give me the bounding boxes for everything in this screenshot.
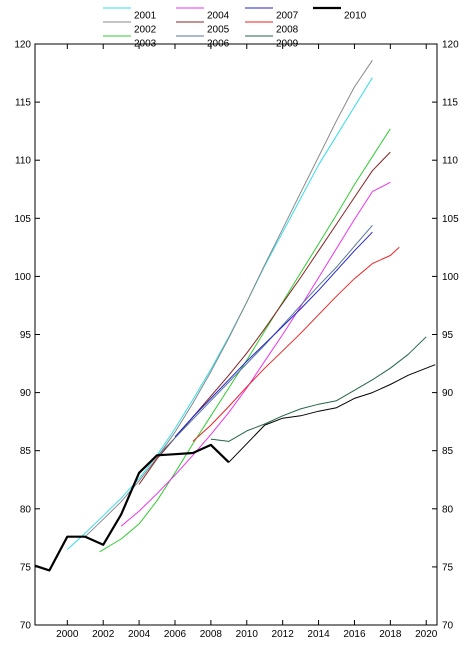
y-tick-label-left: 75 <box>20 562 32 573</box>
x-tick-label: 2004 <box>128 629 151 640</box>
x-tick-label: 2018 <box>379 629 402 640</box>
legend-entry-2006: 2006 <box>176 35 230 50</box>
series-line-2001 <box>66 77 373 550</box>
legend-entry-2003: 2003 <box>103 35 157 50</box>
series-line-extra-0 <box>228 364 436 463</box>
legend-entry-2004: 2004 <box>176 7 230 22</box>
y-tick-label-left: 115 <box>15 98 31 109</box>
x-tick-label: 2010 <box>236 629 259 640</box>
y-tick-label-left: 80 <box>20 504 32 515</box>
series-line-2006 <box>156 224 373 457</box>
legend-label: 2001 <box>134 11 157 22</box>
y-tick-label-right: 105 <box>442 214 459 225</box>
legend-label: 2007 <box>276 11 299 22</box>
y-tick-label-right: 120 <box>442 40 459 51</box>
series-line-2003 <box>99 128 391 553</box>
series-line-2004 <box>120 181 391 527</box>
series-line-2010 <box>34 443 230 572</box>
legend-entry-2008: 2008 <box>245 21 299 36</box>
x-tick-label: 2000 <box>56 629 79 640</box>
y-tick-label-left: 85 <box>20 446 32 457</box>
series-line-2008 <box>192 246 400 442</box>
legend-entry-2007: 2007 <box>245 7 299 22</box>
x-tick-label: 2016 <box>343 629 366 640</box>
y-tick-label-right: 75 <box>442 562 454 573</box>
plot-frame <box>34 43 438 626</box>
y-tick-label-right: 85 <box>442 446 454 457</box>
legend-entry-2009: 2009 <box>245 35 299 50</box>
series-line-2002 <box>84 60 373 538</box>
y-tick-label-right: 115 <box>442 98 458 109</box>
legend-entry-2001: 2001 <box>103 7 157 22</box>
legend-label: 2010 <box>344 11 367 22</box>
legend-label: 2002 <box>134 25 157 36</box>
series-layer <box>34 60 436 572</box>
series-line-2009 <box>210 336 427 442</box>
legend-entry-2005: 2005 <box>176 21 230 36</box>
y-tick-label-left: 120 <box>14 40 31 51</box>
legend-entry-2010: 2010 <box>313 6 367 22</box>
y-tick-label-left: 95 <box>20 330 32 341</box>
y-tick-label-left: 110 <box>15 156 31 167</box>
y-tick-label-left: 70 <box>20 621 32 632</box>
series-line-2007 <box>174 231 373 438</box>
y-tick-label-right: 90 <box>442 388 454 399</box>
legend-entry-2002: 2002 <box>103 21 157 36</box>
y-tick-label-right: 70 <box>442 621 454 632</box>
y-tick-label-right: 80 <box>442 504 454 515</box>
legend-label: 2005 <box>207 25 230 36</box>
y-tick-label-right: 95 <box>442 330 454 341</box>
x-tick-label: 2002 <box>92 629 115 640</box>
axes-layer: 2000 2002 2004 2006 2008 2010 2012 2014 2016 2018… <box>14 40 459 641</box>
legend-label: 2008 <box>276 25 299 36</box>
y-tick-label-right: 100 <box>442 272 459 283</box>
x-tick-label: 2012 <box>272 629 295 640</box>
y-tick-label-left: 100 <box>14 272 31 283</box>
y-tick-label-left: 90 <box>20 388 32 399</box>
y-tick-label-right: 110 <box>442 156 458 167</box>
y-tick-label-left: 105 <box>14 214 31 225</box>
x-tick-label: 2014 <box>307 629 330 640</box>
x-tick-label: 2008 <box>200 629 223 640</box>
x-tick-label: 2006 <box>164 629 187 640</box>
x-tick-label: 2020 <box>415 629 438 640</box>
legend-label: 2004 <box>207 11 230 22</box>
